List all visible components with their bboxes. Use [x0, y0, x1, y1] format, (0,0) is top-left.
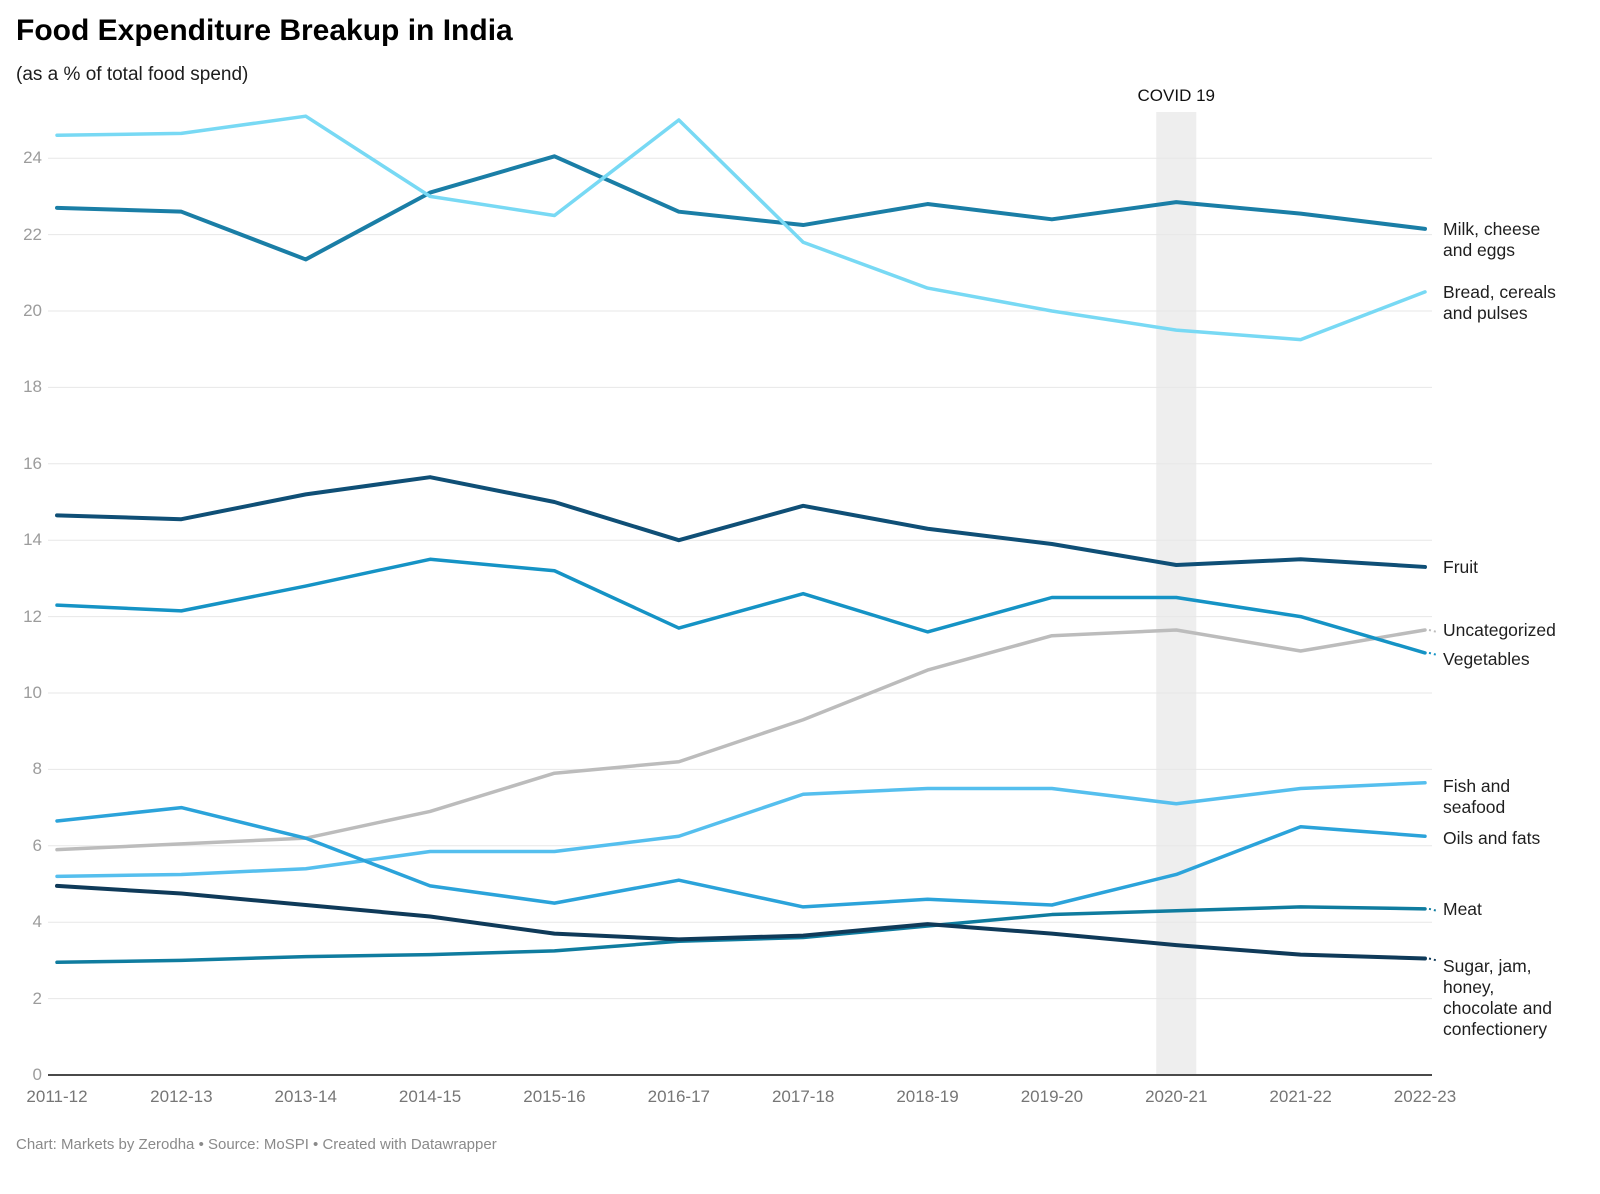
y-tick-label-20: 20 — [23, 301, 42, 320]
x-tick-label-2013-14: 2013-14 — [274, 1087, 337, 1106]
series-label-line: Fruit — [1443, 556, 1478, 577]
series-label-connector-3 — [1428, 628, 1438, 633]
x-tick-label-2012-13: 2012-13 — [150, 1087, 213, 1106]
y-tick-label-24: 24 — [23, 148, 42, 168]
y-tick-label-4: 4 — [32, 912, 42, 932]
x-tick-label-2020-21: 2020-21 — [1145, 1087, 1208, 1106]
series-label-line: Fish and — [1443, 775, 1511, 796]
series-label-1: Bread, cereals and pulses — [1443, 282, 1595, 324]
x-tick-label-2017-18: 2017-18 — [771, 1087, 835, 1106]
y-tick-label-0: 0 — [32, 1065, 42, 1084]
series-label-line: Vegetables — [1443, 648, 1530, 669]
series-label-line: Uncategorized — [1443, 619, 1556, 640]
series-label-connector-7 — [1428, 907, 1438, 912]
series-line-2 — [55, 475, 1427, 569]
series-label-2: Fruit — [1443, 557, 1595, 578]
y-tick-label-8: 8 — [32, 759, 42, 779]
covid-annotation-label: COVID 19 — [1137, 86, 1216, 105]
series-label-3: Uncategorized — [1443, 620, 1595, 641]
series-line-7 — [55, 905, 1427, 965]
y-tick-label-14: 14 — [23, 530, 42, 550]
series-label-connector-4 — [1428, 651, 1438, 656]
series-line-8 — [55, 883, 1427, 961]
x-tick-label-2014-15: 2014-15 — [398, 1087, 462, 1106]
series-label-line: Bread, cereals — [1443, 281, 1556, 302]
series-label-line: Oils and fats — [1443, 828, 1541, 849]
y-tick-label-6: 6 — [32, 835, 42, 855]
y-tick-label-12: 12 — [23, 606, 42, 626]
series-label-4: Vegetables — [1443, 649, 1595, 670]
series-line-0 — [55, 154, 1427, 262]
series-label-line: confectionery — [1443, 1019, 1548, 1040]
series-label-line: Sugar, jam, — [1443, 956, 1532, 977]
series-label-line: chocolate and — [1443, 998, 1552, 1019]
series-label-5: Fish and seafood — [1443, 776, 1595, 818]
series-label-line: and eggs — [1443, 239, 1516, 260]
series-label-6: Oils and fats — [1443, 828, 1595, 849]
series-line-5 — [55, 781, 1427, 879]
y-tick-label-2: 2 — [32, 988, 42, 1008]
x-tick-label-2018-19: 2018-19 — [896, 1087, 959, 1106]
series-line-6 — [55, 805, 1427, 909]
y-tick-label-10: 10 — [23, 683, 42, 702]
y-tick-label-22: 22 — [23, 224, 42, 244]
series-label-7: Meat — [1443, 899, 1595, 920]
y-tick-label-16: 16 — [23, 453, 42, 473]
page-title: Food Expenditure Breakup in India — [16, 14, 513, 47]
y-tick-label-18: 18 — [23, 377, 42, 397]
series-label-0: Milk, cheese and eggs — [1443, 219, 1595, 261]
series-label-line: honey, — [1443, 977, 1495, 998]
series-label-line: Meat — [1443, 898, 1482, 919]
series-line-3 — [55, 628, 1427, 852]
covid-band — [1156, 112, 1197, 1075]
x-tick-label-2021-22: 2021-22 — [1269, 1087, 1332, 1106]
chart-subtitle: (as a % of total food spend) — [16, 64, 249, 85]
x-tick-label-2015-16: 2015-16 — [523, 1087, 586, 1106]
x-tick-label-2019-20: 2019-20 — [1020, 1087, 1084, 1106]
series-label-line: and pulses — [1443, 302, 1528, 323]
series-line-4 — [55, 557, 1427, 655]
series-label-line: seafood — [1443, 796, 1506, 817]
series-line-1 — [55, 114, 1427, 342]
series-label-connector-8 — [1428, 957, 1438, 962]
x-tick-label-2011-12: 2011-12 — [26, 1087, 88, 1106]
x-tick-label-2022-23: 2022-23 — [1393, 1087, 1457, 1106]
chart-credit-footer: Chart: Markets by Zerodha • Source: MoSP… — [16, 1136, 497, 1153]
series-label-8: Sugar, jam, honey, chocolate and confection… — [1443, 956, 1595, 1040]
x-tick-label-2016-17: 2016-17 — [647, 1087, 710, 1106]
series-label-line: Milk, cheese — [1443, 218, 1541, 239]
